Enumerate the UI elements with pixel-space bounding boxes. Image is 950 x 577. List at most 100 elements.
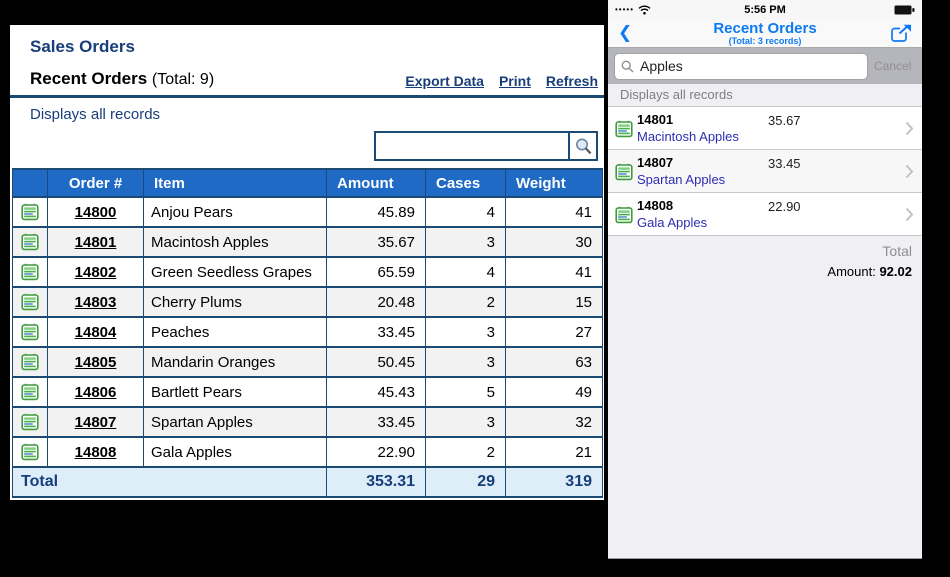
sales-order-icon xyxy=(21,443,39,461)
phone-totals-section: Total Amount: 92.02 xyxy=(608,236,922,279)
weight-cell: 30 xyxy=(505,226,603,258)
cases-cell: 4 xyxy=(425,196,506,228)
section-title: Recent Orders (Total: 9) xyxy=(30,69,214,89)
amount-cell: 35.67 xyxy=(326,226,426,258)
amount-cell: 33.45 xyxy=(326,406,426,438)
order-link[interactable]: 14808 xyxy=(74,443,117,461)
table-row[interactable]: 14808 Gala Apples 22.90 2 21 xyxy=(12,436,603,468)
phone-status-bar: ••••• 5:56 PM xyxy=(608,0,922,20)
orders-table: Order # Item Amount Cases Weight 14800 An… xyxy=(12,168,603,498)
sales-order-icon xyxy=(21,203,39,221)
search-row xyxy=(10,131,598,161)
cases-cell: 4 xyxy=(425,256,506,288)
header-order: Order # xyxy=(47,168,144,198)
item-cell: Cherry Plums xyxy=(143,286,327,318)
phone-search-field xyxy=(614,52,868,80)
search-icon xyxy=(574,137,593,156)
item-cell: Bartlett Pears xyxy=(143,376,327,408)
cases-cell: 3 xyxy=(425,316,506,348)
list-item-order: 14807 xyxy=(637,155,674,170)
sales-order-icon xyxy=(21,263,39,281)
table-row[interactable]: 14806 Bartlett Pears 45.43 5 49 xyxy=(12,376,603,408)
phone-nav-bar: ❮ Recent Orders (Total: 3 records) xyxy=(608,20,922,48)
refresh-link[interactable]: Refresh xyxy=(545,73,598,89)
weight-cell: 32 xyxy=(505,406,603,438)
cases-cell: 2 xyxy=(425,436,506,468)
list-item[interactable]: 14808 Gala Apples 22.90 xyxy=(608,193,922,236)
amount-cell: 20.48 xyxy=(326,286,426,318)
cases-cell: 3 xyxy=(425,346,506,378)
item-cell: Gala Apples xyxy=(143,436,327,468)
sales-order-icon xyxy=(615,120,633,143)
amount-cell: 45.89 xyxy=(326,196,426,228)
weight-cell: 41 xyxy=(505,256,603,288)
weight-cell: 49 xyxy=(505,376,603,408)
desktop-panel: Sales Orders Recent Orders (Total: 9) Ex… xyxy=(10,25,604,500)
table-row[interactable]: 14803 Cherry Plums 20.48 2 15 xyxy=(12,286,603,318)
chevron-right-icon xyxy=(905,207,914,227)
phone-screen: ••••• 5:56 PM ❮ Recent Orders (Total: 3 … xyxy=(608,0,922,558)
signal-dots-icon: ••••• xyxy=(615,5,635,14)
cancel-button[interactable]: Cancel xyxy=(868,58,916,74)
order-link[interactable]: 14807 xyxy=(74,413,117,431)
table-row[interactable]: 14804 Peaches 33.45 3 27 xyxy=(12,316,603,348)
item-cell: Macintosh Apples xyxy=(143,226,327,258)
cases-cell: 3 xyxy=(425,226,506,258)
print-link[interactable]: Print xyxy=(498,73,531,89)
phone-search-input[interactable] xyxy=(638,57,861,75)
phone-order-list: 14801 Macintosh Apples 35.67 14807 Spartan A… xyxy=(608,107,922,236)
amount-cell: 22.90 xyxy=(326,436,426,468)
amount-cell: 45.43 xyxy=(326,376,426,408)
records-status-text: Displays all records xyxy=(30,106,161,123)
order-link[interactable]: 14804 xyxy=(74,323,117,341)
list-item-amount: 35.67 xyxy=(768,113,801,128)
sales-order-icon xyxy=(615,206,633,229)
sales-order-icon xyxy=(21,293,39,311)
list-item-name: Gala Apples xyxy=(637,215,708,230)
table-row[interactable]: 14800 Anjou Pears 45.89 4 41 xyxy=(12,196,603,228)
sales-order-icon xyxy=(21,323,39,341)
share-icon[interactable] xyxy=(890,24,913,43)
clock-time: 5:56 PM xyxy=(744,4,786,16)
magnifier-icon xyxy=(621,60,634,73)
page-title: Sales Orders xyxy=(30,37,135,56)
list-item[interactable]: 14807 Spartan Apples 33.45 xyxy=(608,150,922,193)
sales-order-icon xyxy=(21,233,39,251)
table-row[interactable]: 14805 Mandarin Oranges 50.45 3 63 xyxy=(12,346,603,378)
header-item: Item xyxy=(143,168,327,198)
total-amount: 353.31 xyxy=(326,466,426,498)
list-item[interactable]: 14801 Macintosh Apples 35.67 xyxy=(608,107,922,150)
cases-cell: 3 xyxy=(425,406,506,438)
phone-search-band: Cancel xyxy=(608,48,922,84)
total-cases: 29 xyxy=(425,466,506,498)
phone-amount-value: 92.02 xyxy=(879,264,912,279)
battery-icon xyxy=(894,5,915,15)
section-title-text: Recent Orders xyxy=(30,69,148,88)
table-row[interactable]: 14802 Green Seedless Grapes 65.59 4 41 xyxy=(12,256,603,288)
search-button[interactable] xyxy=(568,133,596,159)
header-weight: Weight xyxy=(505,168,603,198)
order-link[interactable]: 14806 xyxy=(74,383,117,401)
item-cell: Spartan Apples xyxy=(143,406,327,438)
total-label: Total xyxy=(12,466,327,498)
phone-page-title: Recent Orders xyxy=(713,20,817,37)
back-chevron-icon[interactable]: ❮ xyxy=(618,23,633,42)
table-header-row: Order # Item Amount Cases Weight xyxy=(12,168,603,198)
wifi-icon xyxy=(638,5,651,15)
export-data-link[interactable]: Export Data xyxy=(405,73,484,89)
search-input[interactable] xyxy=(376,133,568,159)
weight-cell: 27 xyxy=(505,316,603,348)
header-cases: Cases xyxy=(425,168,506,198)
order-link[interactable]: 14805 xyxy=(74,353,117,371)
order-link[interactable]: 14802 xyxy=(74,263,117,281)
phone-total-label: Total xyxy=(882,243,912,259)
order-link[interactable]: 14803 xyxy=(74,293,117,311)
list-item-order: 14801 xyxy=(637,112,674,127)
table-row[interactable]: 14807 Spartan Apples 33.45 3 32 xyxy=(12,406,603,438)
order-link[interactable]: 14801 xyxy=(74,233,117,251)
table-row[interactable]: 14801 Macintosh Apples 35.67 3 30 xyxy=(12,226,603,258)
order-link[interactable]: 14800 xyxy=(74,203,117,221)
phone-total-amount-line: Amount: 92.02 xyxy=(608,264,912,279)
list-item-amount: 33.45 xyxy=(768,156,801,171)
sales-order-icon xyxy=(21,383,39,401)
